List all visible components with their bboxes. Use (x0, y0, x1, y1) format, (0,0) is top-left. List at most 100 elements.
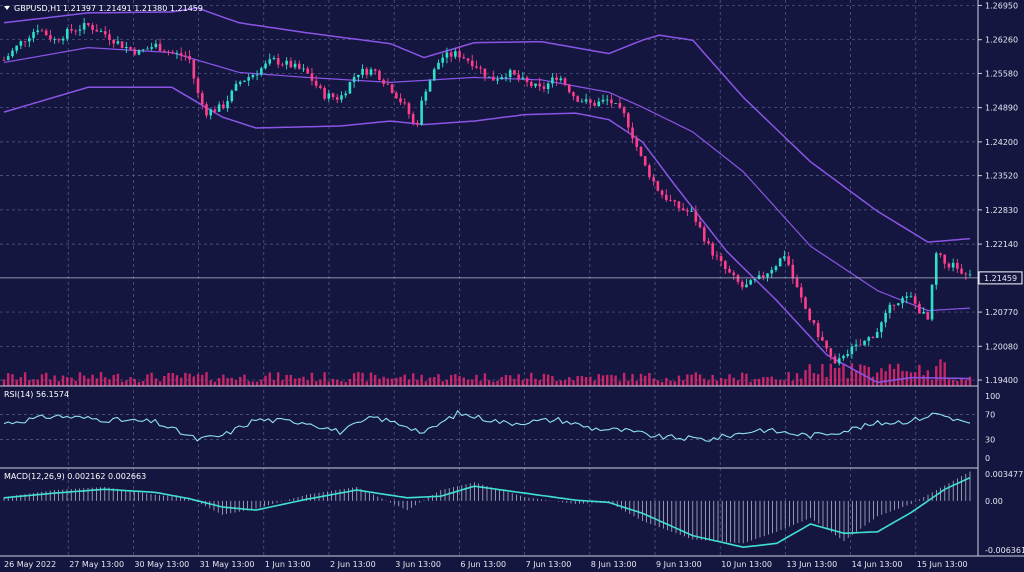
volume-bar (500, 377, 503, 386)
candle-body (618, 103, 622, 108)
candle-body (44, 30, 48, 36)
candle-body (762, 275, 765, 278)
volume-bar (888, 364, 892, 386)
candle-body (783, 256, 786, 259)
candle-body (934, 253, 938, 285)
candle-body (567, 84, 571, 93)
candle-body (589, 99, 592, 103)
macd-signal-line (3, 476, 971, 549)
volume-bar (880, 368, 883, 386)
volume-bar (660, 381, 664, 386)
time-tick-label: 8 Jun 13:00 (591, 560, 637, 569)
candle-body (217, 104, 221, 112)
candle-body (116, 41, 120, 44)
volume-bar (319, 379, 322, 386)
volume-bar (968, 376, 972, 386)
volume-bar (184, 372, 187, 386)
volume-bar (66, 377, 69, 386)
volume-bar (513, 378, 516, 386)
volume-bar (871, 376, 875, 386)
candle-body (348, 82, 352, 94)
candle-body (281, 64, 284, 66)
volume-bar (719, 377, 723, 386)
volume-bar (935, 366, 938, 386)
candle-body (968, 274, 972, 276)
candle-body (947, 263, 951, 268)
volume-bar (327, 381, 331, 386)
volume-bar (137, 381, 141, 386)
candle-body (534, 83, 537, 87)
candle-body (521, 77, 525, 79)
volume-bar (601, 375, 605, 386)
volume-bar (951, 379, 955, 386)
candle-body (664, 194, 668, 200)
volume-bar (82, 375, 86, 386)
candle-body (766, 273, 769, 278)
candle-body (918, 303, 921, 314)
candle-body (875, 332, 879, 338)
price-tick-label: 1.23520 (985, 172, 1018, 181)
volume-bar (129, 377, 132, 386)
volume-bar (386, 378, 390, 386)
volume-bar (361, 372, 364, 386)
candle-body (812, 320, 816, 324)
candle-body (205, 104, 208, 116)
candle-body (264, 63, 267, 69)
volume-bar (875, 372, 879, 386)
candle-body (91, 25, 94, 30)
candle-body (403, 102, 407, 104)
candle-body (19, 41, 23, 46)
candle-body (445, 52, 449, 58)
volume-bar (606, 374, 609, 386)
candle-body (660, 190, 664, 195)
volume-bar (234, 380, 238, 386)
volume-bar (956, 380, 959, 386)
candle-body (260, 68, 263, 75)
candle-body (390, 84, 394, 93)
candle-body (677, 201, 681, 209)
volume-bar (445, 379, 449, 386)
time-tick-label: 30 May 13:00 (134, 560, 189, 569)
candle-body (681, 208, 685, 211)
volume-bar (222, 374, 225, 386)
volume-bar (314, 381, 318, 386)
volume-bar (509, 375, 512, 386)
candle-body (352, 77, 356, 83)
candle-body (454, 51, 457, 57)
candle-body (673, 200, 677, 202)
volume-bar (757, 378, 761, 386)
candle-body (871, 337, 875, 338)
candle-body (702, 227, 706, 242)
volume-bar (943, 362, 946, 386)
volume-bar (209, 380, 212, 386)
volume-bar (163, 375, 166, 386)
volume-bar (428, 377, 432, 386)
candle-body (411, 114, 415, 123)
candle-body (669, 199, 672, 201)
volume-bar (622, 372, 626, 386)
candle-body (880, 322, 883, 333)
volume-bar (441, 381, 444, 386)
rsi-tick-label: 70 (985, 411, 995, 420)
volume-bar (846, 378, 849, 386)
volume-bar (778, 379, 782, 386)
candle-body (340, 95, 343, 100)
candle-body (192, 59, 196, 79)
volume-bar (551, 376, 554, 386)
time-tick-label: 26 May 2022 (4, 560, 56, 569)
symbol-label: GBPUSD,H1 (14, 4, 61, 13)
price-tick-label: 1.24200 (985, 138, 1018, 147)
volume-bar (787, 372, 790, 386)
candle-body (808, 308, 812, 321)
candle-body (816, 323, 820, 338)
rsi-tick-label: 30 (985, 435, 995, 444)
volume-bar (15, 379, 18, 386)
rsi-line (3, 409, 971, 442)
volume-bar (584, 376, 588, 386)
volume-bar (711, 374, 714, 386)
volume-bar (32, 379, 35, 386)
chart-menu-triangle-icon[interactable] (4, 6, 10, 10)
candle-body (576, 96, 579, 102)
